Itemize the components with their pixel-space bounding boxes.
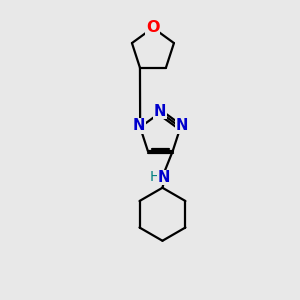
Text: N: N xyxy=(158,170,170,185)
Text: H: H xyxy=(149,170,160,184)
Text: N: N xyxy=(176,118,188,133)
Text: N: N xyxy=(154,103,167,118)
Text: O: O xyxy=(146,20,160,35)
Text: N: N xyxy=(133,118,145,133)
